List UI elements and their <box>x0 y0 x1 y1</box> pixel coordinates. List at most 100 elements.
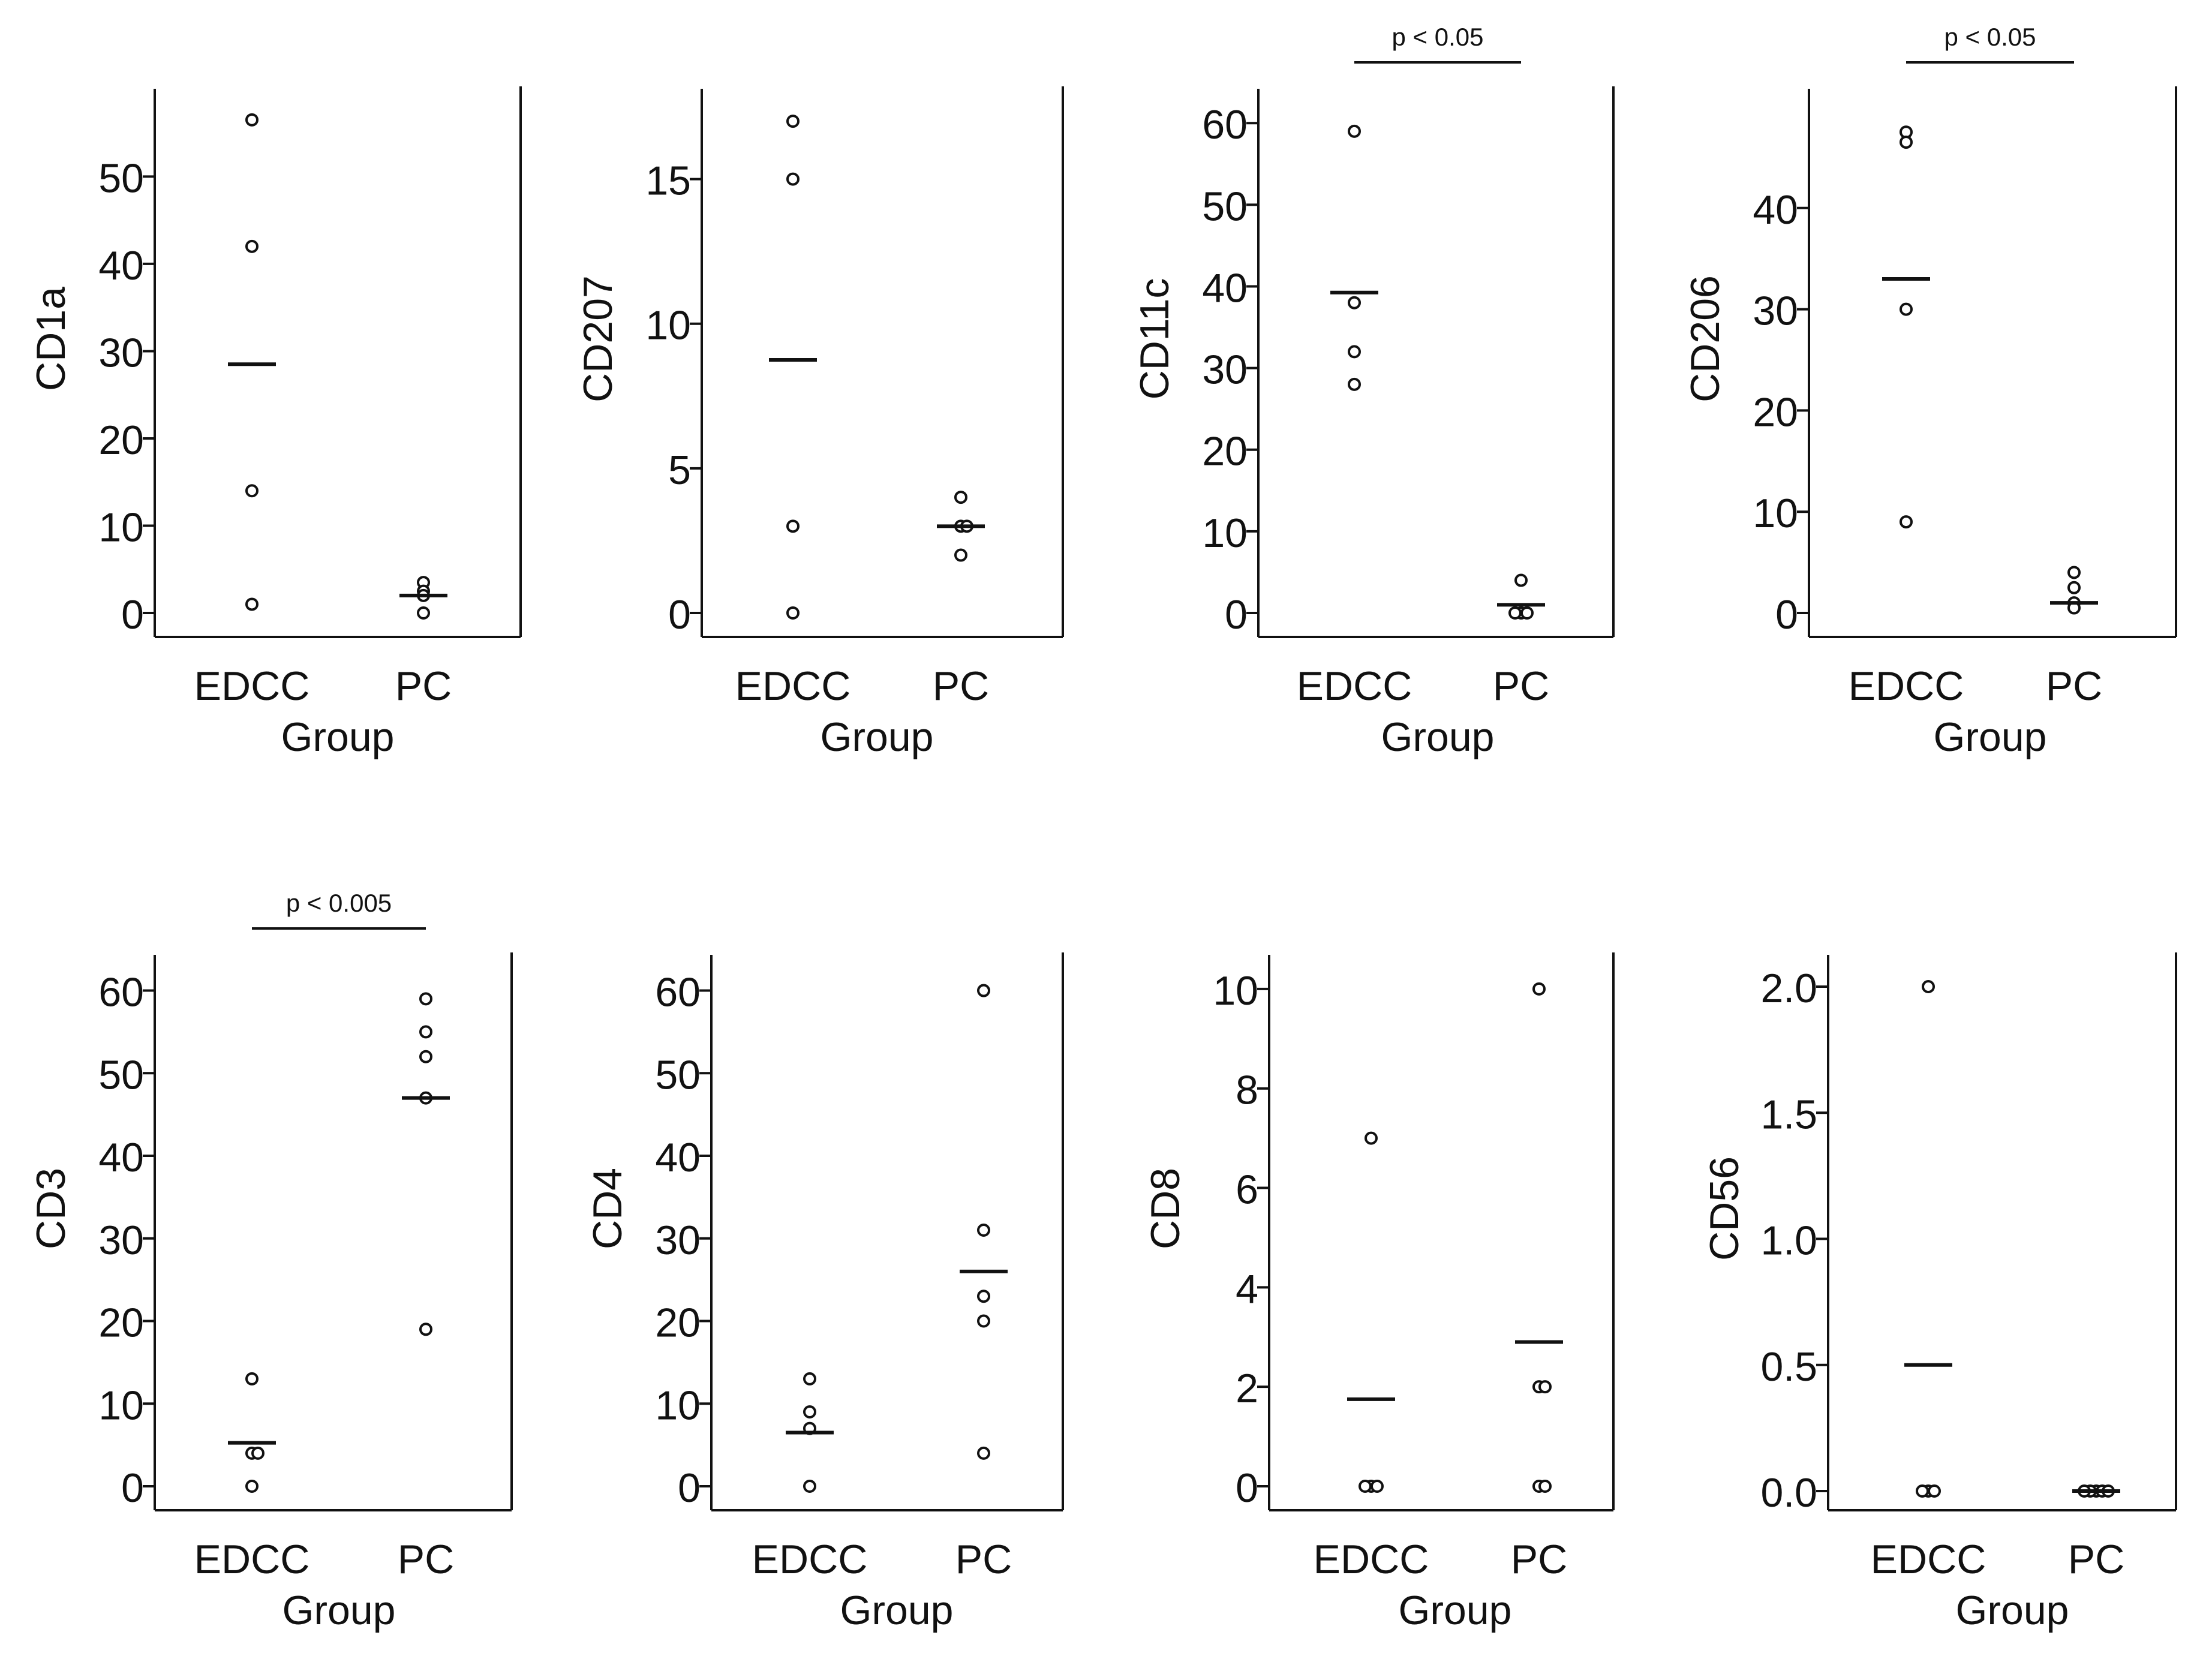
y-tick-label: 0 <box>1775 592 1798 638</box>
x-tick-label: PC <box>933 663 989 709</box>
data-point <box>803 1372 816 1385</box>
x-tick-label: EDCC <box>1849 663 1964 709</box>
x-tick-label: EDCC <box>194 1537 310 1582</box>
y-tick-label: 5 <box>668 447 691 493</box>
y-tick-label: 50 <box>1202 184 1248 229</box>
data-point <box>251 1446 265 1460</box>
data-point <box>1348 124 1361 138</box>
data-point <box>977 1290 990 1303</box>
panel-cd206: 0 10 20 30 40 CD206 EDCC PC Group p < 0.05 <box>1682 23 2177 760</box>
x-tick-label: EDCC <box>1297 663 1412 709</box>
y-tick-label: 10 <box>98 504 144 550</box>
y-tick-label: 30 <box>1202 347 1248 393</box>
data-point <box>417 606 430 620</box>
data-point <box>2067 566 2081 579</box>
y-tick-label: 0.5 <box>1760 1344 1817 1390</box>
data-point <box>1532 982 1546 996</box>
y-tick-label: 20 <box>1753 389 1798 435</box>
y-tick-label: 2 <box>1236 1366 1258 1411</box>
data-point <box>1900 515 1913 529</box>
y-tick-label: 0 <box>121 1465 144 1511</box>
y-tick-label: 40 <box>98 243 144 288</box>
data-point <box>1538 1480 1552 1493</box>
y-tick-label: 60 <box>1202 102 1248 148</box>
y-tick-label: 0 <box>121 592 144 638</box>
y-axis-label: CD206 <box>1682 275 1728 402</box>
y-tick-label: 50 <box>98 1052 144 1098</box>
x-tick-label: PC <box>1493 663 1549 709</box>
x-axis-label: Group <box>1956 1588 2069 1633</box>
data-point <box>1508 606 1522 620</box>
data-point <box>1371 1480 1384 1493</box>
y-tick-label: 8 <box>1236 1068 1258 1113</box>
panel-cd8: 0 2 4 6 8 10 CD8 EDCC PC Group <box>1143 952 1615 1633</box>
y-tick-label: 40 <box>1202 265 1248 311</box>
data-point <box>245 484 259 498</box>
y-tick-label: 4 <box>1236 1266 1258 1312</box>
data-point <box>1514 573 1528 587</box>
data-point <box>419 1025 432 1039</box>
data-point <box>245 239 259 253</box>
y-tick-label: 6 <box>1236 1167 1258 1213</box>
y-axis-label: CD8 <box>1143 1168 1188 1249</box>
significance-label: p < 0.05 <box>1944 23 2036 51</box>
y-tick-label: 50 <box>655 1052 701 1098</box>
y-tick-label: 60 <box>98 970 144 1015</box>
y-tick-label: 10 <box>1202 510 1248 556</box>
y-tick-label: 20 <box>1202 429 1248 474</box>
y-tick-label: 40 <box>98 1135 144 1180</box>
x-tick-label: PC <box>1511 1537 1567 1582</box>
data-point <box>245 113 259 127</box>
x-axis-label: Group <box>281 714 395 760</box>
y-tick-label: 0 <box>1236 1465 1258 1511</box>
y-tick-label: 0 <box>1225 592 1248 638</box>
x-tick-label: PC <box>398 1537 454 1582</box>
x-tick-label: EDCC <box>735 663 851 709</box>
significance-label: p < 0.005 <box>286 889 392 917</box>
y-axis-label: CD56 <box>1702 1156 1747 1261</box>
data-point <box>1359 1480 1372 1493</box>
x-axis-label: Group <box>1381 714 1495 760</box>
data-point <box>977 1314 990 1328</box>
x-tick-label: EDCC <box>194 663 310 709</box>
x-axis-label: Group <box>1399 1588 1512 1633</box>
panel-cd56: 0.0 0.5 1.0 1.5 2.0 CD56 EDCC PC Group <box>1702 952 2177 1633</box>
y-tick-label: 1.5 <box>1760 1092 1817 1137</box>
data-point <box>1922 980 1935 994</box>
data-point <box>1348 377 1361 391</box>
x-tick-label: PC <box>395 663 452 709</box>
x-tick-label: EDCC <box>752 1537 868 1582</box>
y-tick-label: 10 <box>98 1382 144 1428</box>
x-tick-label: PC <box>2046 663 2102 709</box>
data-point <box>786 519 800 533</box>
data-point <box>786 606 800 620</box>
data-point <box>1348 345 1361 359</box>
y-axis-label: CD3 <box>28 1168 74 1249</box>
data-point <box>245 1480 259 1493</box>
y-tick-label: 10 <box>645 303 691 348</box>
y-tick-label: 30 <box>98 330 144 375</box>
x-tick-label: EDCC <box>1871 1537 1986 1582</box>
y-tick-label: 0.0 <box>1760 1470 1817 1516</box>
data-point <box>977 1446 990 1460</box>
data-point <box>803 1405 816 1419</box>
data-point <box>1928 1484 1941 1498</box>
data-point <box>977 984 990 997</box>
y-tick-label: 30 <box>655 1218 701 1263</box>
x-tick-label: EDCC <box>1314 1537 1429 1582</box>
y-tick-label: 50 <box>98 155 144 201</box>
data-point <box>954 548 967 562</box>
data-point <box>786 115 800 128</box>
x-axis-label: Group <box>821 714 934 760</box>
data-point <box>419 1050 432 1063</box>
data-point <box>419 1323 432 1336</box>
y-tick-label: 30 <box>1753 288 1798 334</box>
data-point <box>1348 296 1361 309</box>
y-axis-label: CD4 <box>585 1168 630 1249</box>
data-point <box>977 1224 990 1237</box>
y-tick-label: 10 <box>1753 491 1798 536</box>
significance-label: p < 0.05 <box>1392 23 1484 51</box>
